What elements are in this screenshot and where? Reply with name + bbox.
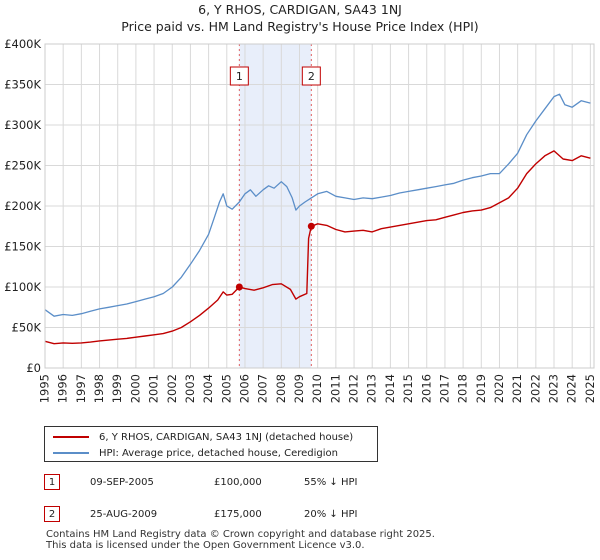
legend-item-hpi: HPI: Average price, detached house, Cere… — [53, 446, 338, 460]
x-tick-label: 2017 — [437, 374, 451, 403]
x-tick-label: 2018 — [456, 374, 470, 403]
plot-border — [44, 43, 595, 369]
legend-label-hpi: HPI: Average price, detached house, Cere… — [99, 447, 338, 459]
x-tick-label: 2024 — [565, 374, 579, 403]
transaction-price: £100,000 — [214, 476, 262, 488]
x-tick-label: 2009 — [292, 374, 306, 403]
x-tick-label: 2014 — [383, 374, 397, 403]
x-tick-label: 2012 — [347, 374, 361, 403]
y-tick-label: £400K — [4, 37, 41, 51]
x-tick-label: 2003 — [183, 374, 197, 403]
y-tick-label: £0 — [26, 361, 41, 375]
y-tick-label: £200K — [4, 199, 41, 213]
footer: Contains HM Land Registry data © Crown c… — [46, 529, 435, 551]
sale-marker — [235, 283, 243, 291]
transaction-hpi-diff: 55% ↓ HPI — [304, 476, 358, 488]
legend-swatch-hpi — [53, 452, 89, 454]
x-tick-label: 2021 — [510, 374, 524, 403]
x-tick-label: 2010 — [310, 374, 324, 403]
legend-swatch-price — [53, 436, 89, 438]
x-tick-label: 1995 — [38, 374, 52, 403]
price-series-line — [44, 150, 591, 345]
x-tick-label: 2020 — [492, 374, 506, 403]
x-tick-label: 2025 — [583, 374, 597, 403]
x-tick-label: 2023 — [547, 374, 561, 403]
annotation-label: 2 — [308, 70, 315, 83]
y-tick-label: £100K — [4, 280, 41, 294]
hpi-series-line — [44, 93, 591, 317]
sale-marker — [307, 222, 315, 230]
chart-subtitle: Price paid vs. HM Land Registry's House … — [121, 19, 479, 34]
annotation-box — [229, 66, 249, 86]
legend: 6, Y RHOS, CARDIGAN, SA43 1NJ (detached … — [44, 426, 378, 462]
chart: £0 £50K £100K £150K £200K £250K £300K £350K £400… — [4, 37, 597, 403]
y-tick-label: £150K — [4, 240, 41, 254]
x-tick-label: 2011 — [328, 374, 342, 403]
x-tick-label: 2000 — [128, 374, 142, 403]
table-row: 2 25-AUG-2009 £175,000 20% ↓ HPI — [44, 504, 384, 524]
legend-label-price: 6, Y RHOS, CARDIGAN, SA43 1NJ (detached … — [99, 431, 354, 443]
footer-license: This data is licensed under the Open Gov… — [46, 539, 365, 551]
y-tick-label: £350K — [4, 78, 41, 92]
x-tick-label: 1996 — [56, 374, 70, 403]
x-tick-label: 2008 — [274, 374, 288, 403]
transaction-price: £175,000 — [214, 508, 262, 520]
x-tick-label: 2005 — [219, 374, 233, 403]
y-tick-label: £250K — [4, 159, 41, 173]
transaction-marker: 2 — [44, 506, 60, 522]
x-tick-label: 2022 — [528, 374, 542, 403]
x-tick-label: 2013 — [365, 374, 379, 403]
x-tick-label: 2002 — [165, 374, 179, 403]
x-tick-label: 2019 — [474, 374, 488, 403]
y-tick-label: £50K — [12, 321, 42, 335]
x-tick-label: 2004 — [201, 374, 215, 403]
transaction-marker: 1 — [44, 474, 60, 490]
x-tick-label: 2015 — [401, 374, 415, 403]
x-tick-label: 2007 — [256, 374, 270, 403]
x-tick-label: 2016 — [419, 374, 433, 403]
x-tick-label: 2006 — [237, 374, 251, 403]
y-tick-label: £300K — [4, 118, 41, 132]
annotation-box — [301, 66, 321, 86]
x-tick-label: 1998 — [92, 374, 106, 403]
annotation-label: 1 — [236, 70, 243, 83]
transaction-hpi-diff: 20% ↓ HPI — [304, 508, 358, 520]
x-tick-label: 2001 — [147, 374, 161, 403]
footer-copyright: Contains HM Land Registry data © Crown c… — [46, 529, 435, 540]
transaction-date: 25-AUG-2009 — [90, 508, 158, 520]
chart-title: 6, Y RHOS, CARDIGAN, SA43 1NJ — [198, 2, 402, 17]
x-tick-label: 1999 — [110, 374, 124, 403]
transaction-date: 09-SEP-2005 — [90, 476, 154, 488]
x-tick-label: 1997 — [74, 374, 88, 403]
legend-item-price: 6, Y RHOS, CARDIGAN, SA43 1NJ (detached … — [53, 430, 353, 444]
table-row: 1 09-SEP-2005 £100,000 55% ↓ HPI — [44, 472, 384, 492]
